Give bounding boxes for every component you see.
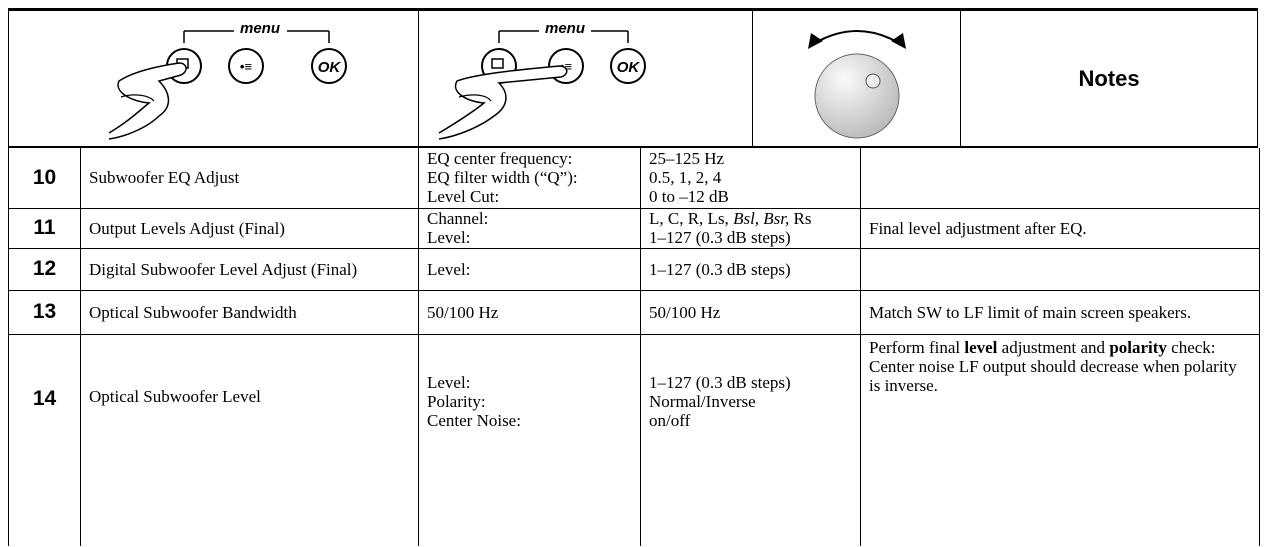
text: 0 to –12 dB [649, 187, 729, 207]
values-cell: 50/100 Hz [640, 290, 861, 335]
menu-label: menu [545, 20, 585, 37]
table-row: 13 Optical Subwoofer Bandwidth 50/100 Hz 50… [8, 290, 1260, 335]
text: check: Center noise LF output should dec… [869, 337, 1237, 395]
text: L, C, R, Ls, [649, 209, 734, 228]
styled-text: polarity [1109, 337, 1167, 357]
step-name: Subwoofer EQ Adjust [80, 148, 419, 209]
header-cell: Notes [960, 11, 1258, 146]
value: 25–125 Hz [649, 149, 852, 168]
table-row: 14 Optical Subwoofer Level Level: Polarity:… [8, 334, 1260, 546]
step-name: Optical Subwoofer Level [80, 334, 419, 546]
value: L, C, R, Ls, Bsl, Bsr, Rs [649, 209, 852, 228]
styled-text: Bsl, Bsr, [733, 209, 790, 228]
step-name: Digital Subwoofer Level Adjust (Final) [80, 248, 419, 291]
parameters-cell: Channel: Level: [418, 208, 641, 249]
value: 0 to –12 dB [649, 187, 852, 206]
parameter: EQ filter width (“Q”): [427, 168, 578, 188]
parameter: Channel: [427, 209, 489, 228]
notes-header: Notes [1078, 65, 1140, 91]
ok-label: OK [617, 59, 641, 76]
text: Perform final [869, 337, 965, 357]
parameters-cell: Level: Polarity: Center Noise: [418, 334, 641, 546]
notes-cell: Final level adjustment after EQ. [860, 208, 1260, 249]
value: Normal/Inverse [649, 392, 852, 411]
ok-label: OK [318, 59, 342, 76]
value: 1–127 (0.3 dB steps) [649, 228, 852, 247]
values-cell: L, C, R, Ls, Bsl, Bsr, Rs 1–127 (0.3 dB s… [640, 208, 861, 249]
button-icon: menu •≡ OK [438, 20, 646, 140]
parameter: Level: [427, 372, 471, 392]
table-row: 10 Subwoofer EQ Adjust EQ center frequency… [8, 148, 1260, 209]
parameters-cell: EQ center frequency: EQ filter width (“Q”… [418, 148, 641, 209]
value: on/off [649, 411, 852, 430]
step-name: Optical Subwoofer Bandwidth [80, 290, 419, 335]
knob-icon [808, 30, 906, 139]
text: adjustment and [997, 337, 1110, 357]
parameter: EQ center frequency: [427, 149, 573, 169]
text: 1–127 (0.3 dB steps) [649, 372, 791, 392]
text: on/off [649, 410, 691, 430]
notes-cell [860, 148, 1260, 209]
value: 50/100 Hz [649, 303, 852, 322]
text: 25–125 Hz [649, 149, 725, 169]
svg-text:•≡: •≡ [240, 59, 252, 74]
step-number: 12 [8, 248, 81, 291]
table-row: 12 Digital Subwoofer Level Adjust (Final)… [8, 248, 1260, 291]
text: 1–127 (0.3 dB steps) [649, 259, 791, 279]
text: Final level adjustment after EQ. [869, 218, 1087, 238]
parameters-cell: Level: [418, 248, 641, 291]
header-row: menu •≡ OK menu •≡ OK [8, 8, 1258, 148]
parameters-cell: 50/100 Hz [418, 290, 641, 335]
parameter: 50/100 Hz [427, 302, 499, 322]
button-icon: menu •≡ OK [108, 20, 347, 140]
parameter: Polarity: [427, 391, 486, 411]
parameter: Level: [427, 259, 471, 279]
table-row: 11 Output Levels Adjust (Final) Channel: Le… [8, 208, 1260, 249]
step-number: 11 [8, 208, 81, 249]
parameter: Center Noise: [427, 410, 521, 430]
value: 1–127 (0.3 dB steps) [649, 260, 852, 279]
text: Rs [789, 209, 812, 228]
value: 1–127 (0.3 dB steps) [649, 373, 852, 392]
text: Normal/Inverse [649, 391, 756, 411]
text: 1–127 (0.3 dB steps) [649, 228, 791, 247]
styled-text: level [964, 337, 998, 357]
notes-cell [860, 248, 1260, 291]
text: 0.5, 1, 2, 4 [649, 168, 722, 188]
text: Match SW to LF limit of main screen spea… [869, 302, 1192, 322]
menu-label: menu [240, 20, 280, 37]
notes-cell: Match SW to LF limit of main screen spea… [860, 290, 1260, 335]
step-number: 14 [8, 334, 81, 546]
step-number: 13 [8, 290, 81, 335]
header-cell: menu •≡ OK [8, 11, 418, 146]
notes-cell: Perform final level adjustment and polar… [860, 334, 1260, 546]
parameter: Level: [427, 228, 471, 247]
values-cell: 1–127 (0.3 dB steps) [640, 248, 861, 291]
text: 50/100 Hz [649, 302, 721, 322]
value: 0.5, 1, 2, 4 [649, 168, 852, 187]
parameter: Level Cut: [427, 187, 500, 207]
steps-table: 10 Subwoofer EQ Adjust EQ center frequency… [8, 148, 1260, 546]
step-number: 10 [8, 148, 81, 209]
step-name: Output Levels Adjust (Final) [80, 208, 419, 249]
values-cell: 1–127 (0.3 dB steps) Normal/Inverse on/off [640, 334, 861, 546]
header-cell: menu •≡ OK [418, 11, 752, 146]
header-cell [752, 11, 960, 146]
